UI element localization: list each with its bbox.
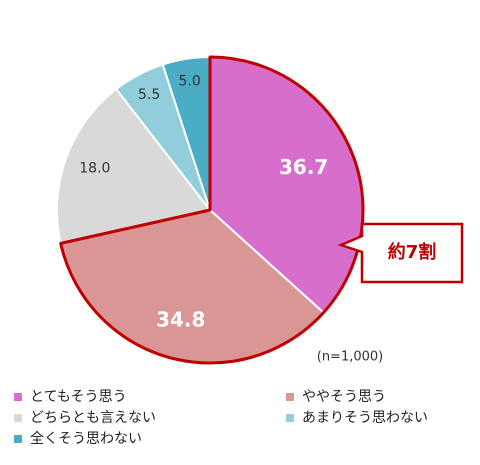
pie-slice (56, 87, 212, 245)
data-label: 34.8 (156, 307, 205, 331)
highlight-outline (59, 55, 365, 365)
legend-label: ややそう思う (302, 389, 386, 405)
legend-label: あまりそう思わない (302, 410, 428, 426)
annotation: 約7割 (388, 241, 437, 263)
pie: 36.7 34.8 18.0 5.5 5.0 (56, 55, 365, 365)
legend-swatch (286, 393, 294, 401)
data-label: 5.0 (179, 74, 201, 90)
data-label: 5.5 (138, 87, 160, 103)
legend-label: どちらとも言えない (30, 410, 156, 426)
legend-label: 全くそう思わない (30, 430, 142, 447)
data-label: 18.0 (79, 161, 110, 177)
legend-swatch (14, 393, 22, 401)
legend-swatch (14, 435, 22, 443)
data-label: 36.7 (279, 155, 328, 179)
legend-label: とてもそう思う (30, 389, 127, 405)
legend-swatch (14, 414, 22, 422)
callout-box (337, 222, 464, 284)
note: (n=1,000) (317, 350, 384, 365)
legend-swatch (286, 414, 294, 422)
